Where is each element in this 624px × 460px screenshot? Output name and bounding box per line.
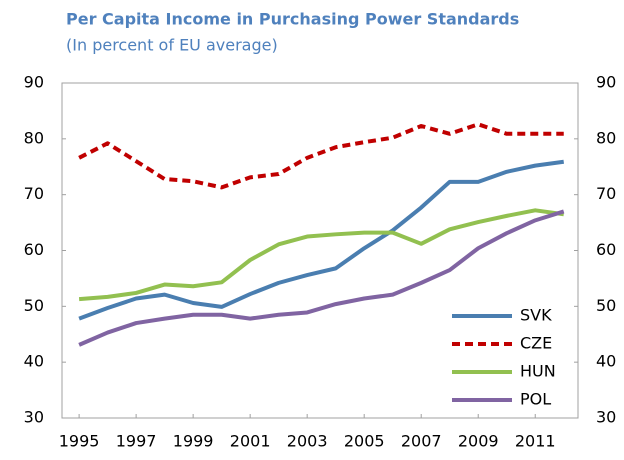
- y-tick-label: 90: [24, 73, 44, 92]
- series-line: [78, 122, 564, 190]
- legend-label: CZE: [520, 334, 552, 353]
- y2-tick-label: 90: [596, 73, 616, 92]
- x-tick-label: 2003: [287, 432, 328, 451]
- x-tick-label: 2011: [515, 432, 556, 451]
- y-tick-label: 50: [24, 296, 44, 315]
- series-line: [78, 209, 565, 347]
- x-tick-label: 2005: [344, 432, 385, 451]
- x-tick-label: 2009: [458, 432, 499, 451]
- y2-tick-label: 40: [596, 352, 616, 371]
- chart-title: Per Capita Income in Purchasing Power St…: [66, 10, 519, 29]
- series-line: [78, 208, 565, 302]
- plot-frame: [61, 82, 579, 419]
- y-tick-label: 30: [24, 408, 44, 427]
- x-tick-label: 1995: [59, 432, 100, 451]
- y2-tick-label: 60: [596, 240, 616, 259]
- y2-tick-label: 30: [596, 408, 616, 427]
- y-tick-label: 80: [24, 128, 44, 147]
- series-line: [78, 159, 565, 321]
- x-tick-label: 2001: [230, 432, 271, 451]
- y-tick-label: 40: [24, 352, 44, 371]
- chart-subtitle: (In percent of EU average): [66, 36, 278, 55]
- legend-label: POL: [520, 390, 551, 409]
- y-tick-label: 60: [24, 240, 44, 259]
- y2-tick-label: 70: [596, 184, 616, 203]
- x-tick-label: 1999: [173, 432, 214, 451]
- legend-label: SVK: [520, 306, 552, 325]
- legend-label: HUN: [520, 362, 556, 381]
- y2-tick-label: 50: [596, 296, 616, 315]
- y-tick-label: 70: [24, 184, 44, 203]
- x-tick-label: 1997: [116, 432, 157, 451]
- y2-tick-label: 80: [596, 128, 616, 147]
- x-tick-label: 2007: [401, 432, 442, 451]
